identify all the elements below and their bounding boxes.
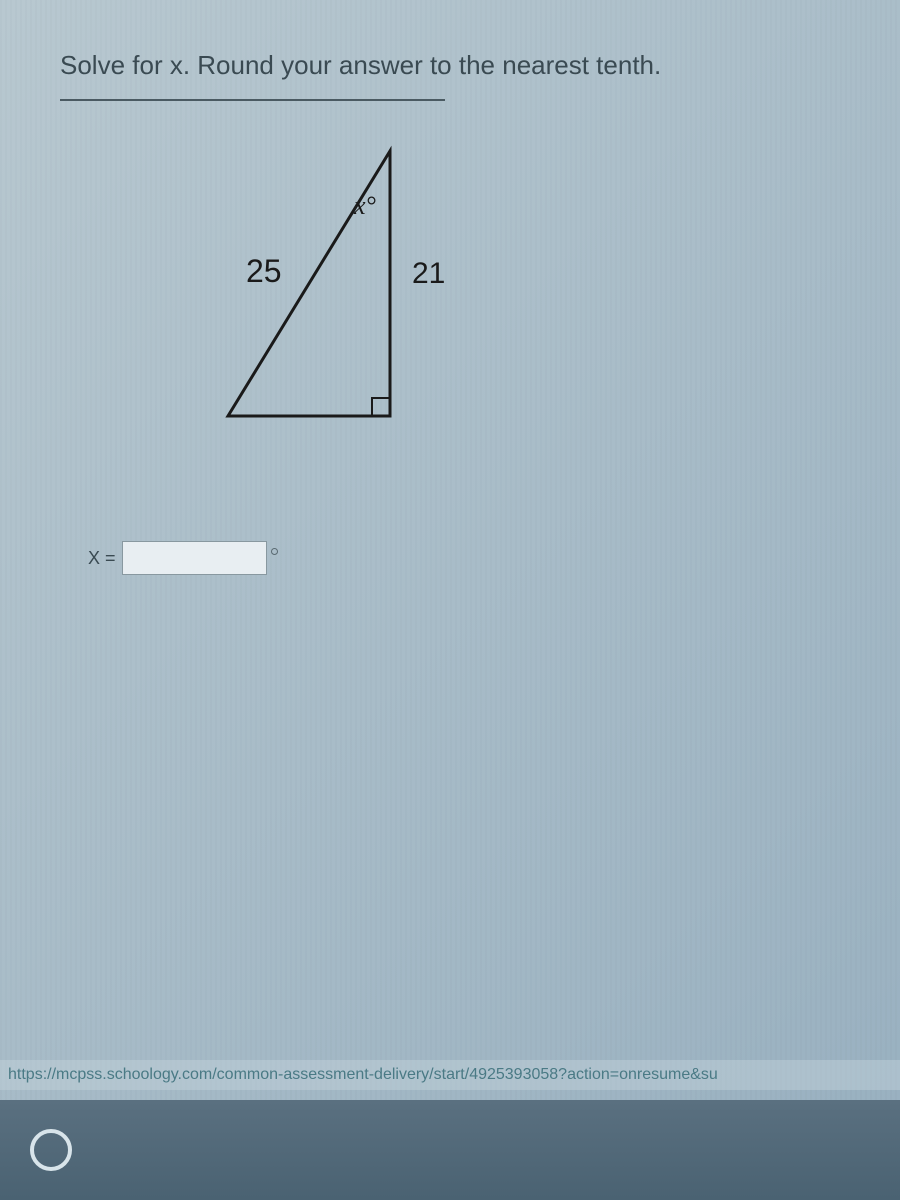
angle-x-label: x° <box>354 191 376 221</box>
opposite-side-label: 21 <box>412 257 445 291</box>
url-status-bar: https://mcpss.schoology.com/common-asses… <box>0 1060 900 1090</box>
bottom-taskbar <box>0 1100 900 1200</box>
right-angle-marker <box>372 398 390 416</box>
question-content: Solve for x. Round your answer to the ne… <box>0 0 900 615</box>
x-equals-label: X = <box>88 548 116 569</box>
answer-input[interactable] <box>122 541 267 575</box>
hypotenuse-label: 25 <box>246 253 282 290</box>
answer-row: X = <box>88 541 860 575</box>
cortana-circle-icon[interactable] <box>30 1129 72 1171</box>
triangle-svg <box>190 141 590 461</box>
degree-icon <box>271 548 278 555</box>
question-prompt: Solve for x. Round your answer to the ne… <box>60 50 860 81</box>
divider-line <box>60 99 445 101</box>
triangle-figure: x° 25 21 <box>190 141 590 461</box>
